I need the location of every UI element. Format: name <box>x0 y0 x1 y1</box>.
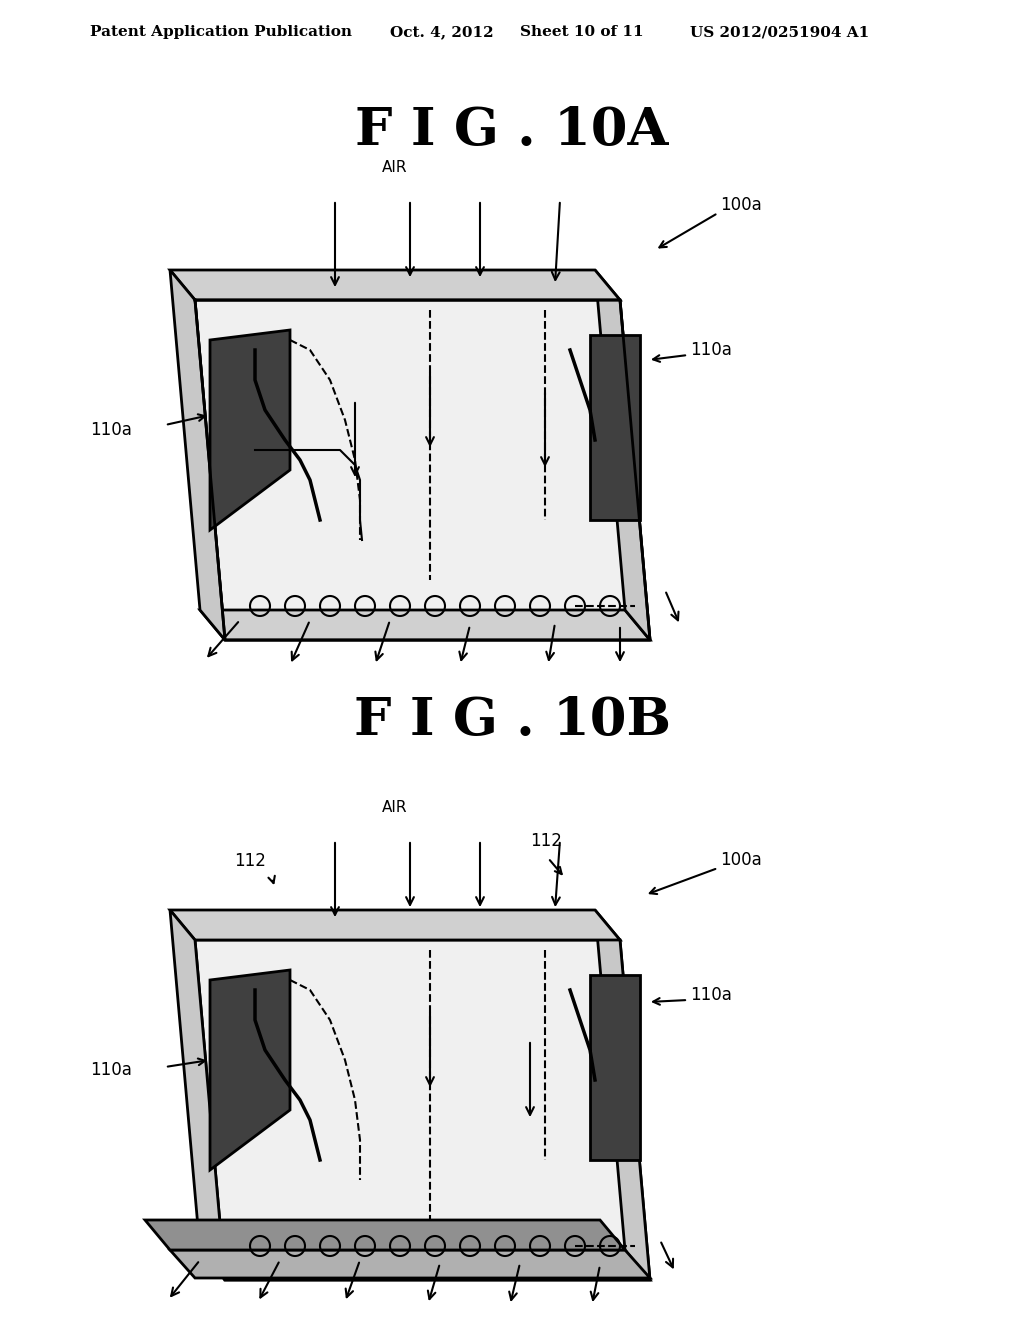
Text: 110a: 110a <box>90 421 132 440</box>
Text: AIR: AIR <box>382 800 408 814</box>
Polygon shape <box>590 975 640 1160</box>
Text: Patent Application Publication: Patent Application Publication <box>90 25 352 40</box>
Polygon shape <box>195 940 650 1280</box>
Text: US 2012/0251904 A1: US 2012/0251904 A1 <box>690 25 869 40</box>
Text: 110a: 110a <box>690 986 732 1005</box>
Text: 112: 112 <box>234 851 266 870</box>
Text: AIR: AIR <box>382 160 408 176</box>
Text: 110a: 110a <box>90 1061 132 1078</box>
Text: 110a: 110a <box>690 341 732 359</box>
Polygon shape <box>170 271 620 300</box>
Polygon shape <box>195 300 650 640</box>
Polygon shape <box>170 1250 650 1278</box>
Text: 112: 112 <box>530 832 562 850</box>
Text: 100a: 100a <box>720 195 762 214</box>
Polygon shape <box>145 1220 625 1250</box>
Polygon shape <box>170 271 225 640</box>
Text: Oct. 4, 2012: Oct. 4, 2012 <box>390 25 494 40</box>
Text: F I G . 10A: F I G . 10A <box>355 106 669 156</box>
Polygon shape <box>200 610 650 640</box>
Polygon shape <box>170 909 620 940</box>
Polygon shape <box>170 909 225 1280</box>
Polygon shape <box>590 335 640 520</box>
Polygon shape <box>210 330 290 531</box>
Text: 100a: 100a <box>720 851 762 869</box>
Polygon shape <box>210 970 290 1170</box>
Polygon shape <box>595 271 650 640</box>
Text: Sheet 10 of 11: Sheet 10 of 11 <box>520 25 644 40</box>
Polygon shape <box>595 909 650 1280</box>
Text: F I G . 10B: F I G . 10B <box>353 696 671 746</box>
Polygon shape <box>200 1250 650 1280</box>
